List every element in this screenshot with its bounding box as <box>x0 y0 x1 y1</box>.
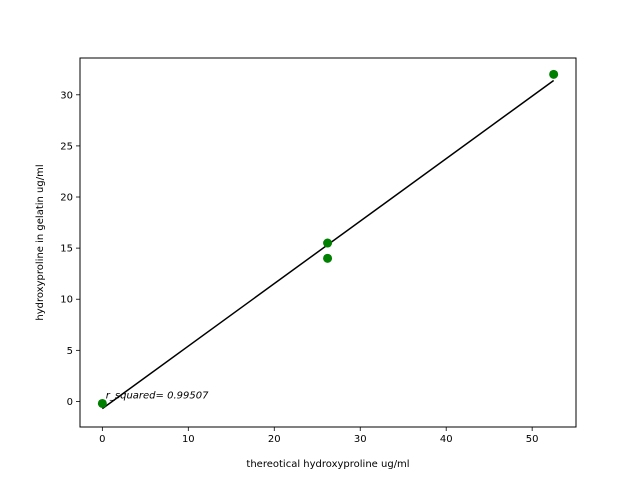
y-tick-label: 20 <box>60 193 73 204</box>
x-tick-label: 0 <box>99 434 105 445</box>
x-axis-ticks: 0 10 20 30 40 50 <box>99 427 539 445</box>
x-tick-label: 20 <box>268 434 281 445</box>
y-tick-label: 0 <box>67 397 73 408</box>
y-axis-ticks: 0 5 10 15 20 25 30 <box>60 90 80 408</box>
data-point <box>549 69 559 79</box>
y-axis-label: hydroxyproline in gelatin ug/ml <box>35 164 46 320</box>
points-layer <box>97 69 559 408</box>
y-tick-label: 30 <box>60 90 73 101</box>
y-tick-label: 15 <box>60 244 73 255</box>
y-tick-label: 5 <box>67 346 73 357</box>
plot-frame <box>79 57 577 428</box>
r-squared-annotation: r_squared= 0.99507 <box>106 390 209 401</box>
y-tick-label: 10 <box>60 295 73 306</box>
data-point <box>323 253 333 263</box>
y-tick-label: 25 <box>60 141 73 152</box>
x-tick-label: 50 <box>526 434 539 445</box>
x-tick-label: 10 <box>182 434 195 445</box>
data-point <box>323 238 333 248</box>
x-tick-label: 30 <box>354 434 367 445</box>
x-tick-label: 40 <box>440 434 453 445</box>
x-axis-label: thereotical hydroxyproline ug/ml <box>246 459 409 470</box>
data-point <box>97 398 107 408</box>
